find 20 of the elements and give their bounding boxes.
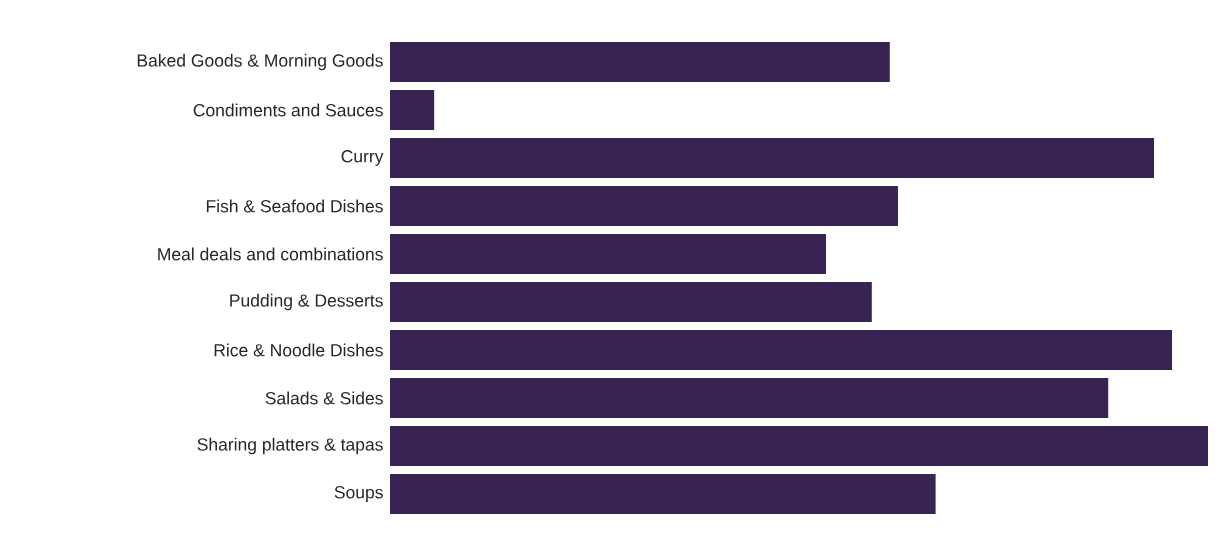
y-tick-label: Soups bbox=[334, 486, 383, 502]
bar bbox=[390, 186, 898, 226]
y-tick-label: Rice & Noodle Dishes bbox=[214, 343, 383, 357]
y-tick-label: Pudding & Desserts bbox=[230, 293, 383, 311]
bar bbox=[390, 282, 872, 322]
bar bbox=[390, 330, 1173, 370]
y-tick-label: Curry bbox=[341, 150, 384, 166]
bar bbox=[390, 42, 890, 82]
bar bbox=[390, 234, 826, 274]
y-tick-label: Baked Goods & Morning Goods bbox=[137, 53, 383, 71]
bar bbox=[390, 378, 1109, 419]
y-tick-label: Salads & Sides bbox=[265, 391, 383, 405]
bar bbox=[390, 90, 435, 130]
y-tick-label: Fish & Seafood Dishes bbox=[206, 199, 383, 213]
y-tick-label: Meal deals and combinations bbox=[158, 247, 383, 261]
y-tick-label: Sharing platters & tapas bbox=[197, 437, 383, 455]
bar bbox=[390, 474, 936, 515]
bar bbox=[390, 138, 1155, 178]
bar bbox=[390, 426, 1209, 467]
y-tick-label: Condiments and Sauces bbox=[193, 103, 383, 117]
